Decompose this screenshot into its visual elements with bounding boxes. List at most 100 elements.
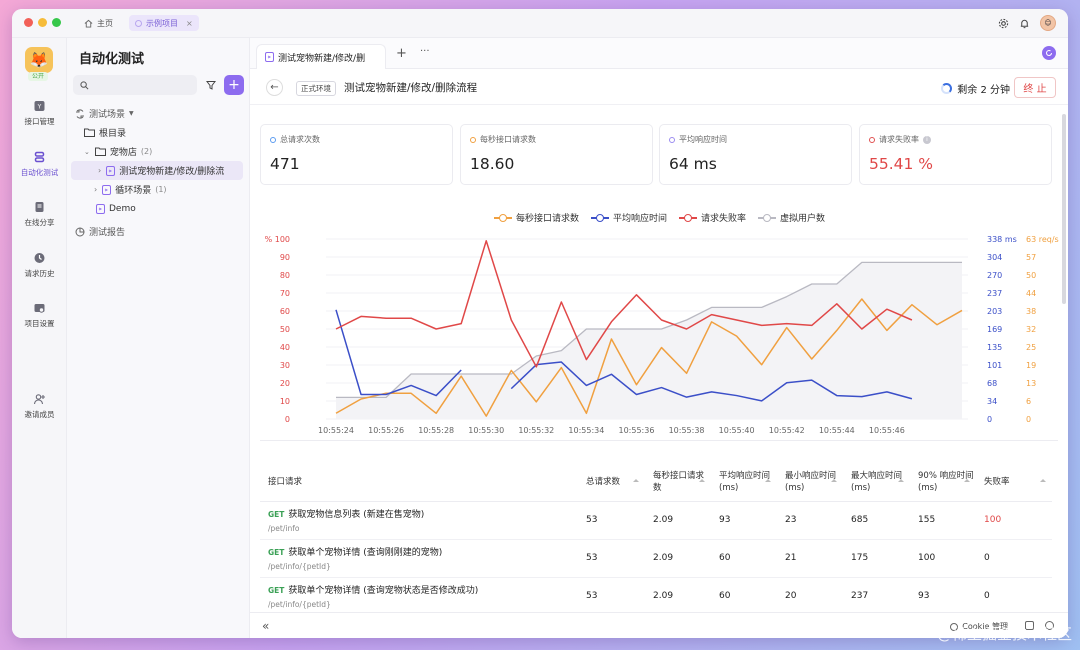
help-icon[interactable] <box>1045 621 1054 630</box>
project-tab-label: 示例项目 <box>146 18 178 28</box>
tab-scenario[interactable]: 测试宠物新建/修改/删 <box>256 44 386 69</box>
collapse-sidebar-icon[interactable]: « <box>262 619 270 633</box>
main-panel: 测试宠物新建/修改/删 + ··· ← 正式环境 测试宠物新建/修改/删除流程 … <box>250 38 1068 638</box>
refresh-icon[interactable] <box>1042 46 1056 60</box>
scenarios-icon <box>76 108 84 119</box>
nav-invite-members[interactable]: 邀请成员 <box>12 393 67 420</box>
tab-label: 测试宠物新建/修改/删 <box>278 53 366 64</box>
table-row[interactable]: GET 获取宠物信息列表 (新建在售宠物) /pet/info 53 2.09 93… <box>260 501 1052 540</box>
tree-folder-petstore[interactable]: ⌄ 宠物店 (2) <box>67 142 250 161</box>
cell-max: 237 <box>843 577 910 616</box>
back-arrow-icon[interactable]: ← <box>266 79 283 96</box>
project-icon <box>135 19 142 27</box>
series-line <box>335 240 913 368</box>
nav-project-settings[interactable]: 项目设置 <box>12 302 67 329</box>
chevron-right-icon: › <box>98 166 102 175</box>
item-label: 测试宠物新建/修改/删除流 <box>119 167 225 177</box>
tab-bar: 测试宠物新建/修改/删 + ··· <box>250 38 1068 69</box>
stop-button[interactable]: 终 止 <box>1014 77 1056 98</box>
legend-item[interactable]: 平均响应时间 <box>591 211 667 224</box>
x-axis-tick: 10:55:36 <box>619 426 655 435</box>
loading-spinner-icon <box>941 83 953 94</box>
scenario-tree-panel: 自动化测试 + 测试场景 ▼ 根目录 ⌄ 宠物店 (2) › 测试宠物新建/修改… <box>67 38 250 638</box>
x-axis-tick: 10:55:26 <box>368 426 404 435</box>
tree-root[interactable]: 根目录 <box>67 123 250 142</box>
stat-value: 55.41 % <box>869 155 934 173</box>
cell-avg: 60 <box>711 577 777 616</box>
nav-share[interactable]: 在线分享 <box>12 201 67 228</box>
ms-axis-tick: 270 <box>987 271 1002 280</box>
nav-history[interactable]: 请求历史 <box>12 252 67 279</box>
close-tab-icon[interactable]: × <box>186 18 193 28</box>
ms-axis-tick: 34 <box>987 397 997 406</box>
stat-value: 64 ms <box>669 155 717 173</box>
maximize-window-button[interactable] <box>52 18 61 27</box>
tree-item-loop-scenario[interactable]: › 循环场景 (1) <box>67 180 250 199</box>
search-input[interactable] <box>73 75 197 95</box>
scenario-file-icon <box>102 184 112 195</box>
cell-fail: 0 <box>976 539 1052 578</box>
legend-item[interactable]: 每秒接口请求数 <box>494 211 579 224</box>
caret-down-icon: ▼ <box>129 110 134 117</box>
add-button[interactable]: + <box>224 75 244 95</box>
col-min[interactable]: 最小响应时间(ms) <box>777 463 843 502</box>
history-icon <box>34 253 45 263</box>
req-axis-tick: 19 <box>1026 361 1036 370</box>
cell-max: 175 <box>843 539 910 578</box>
close-window-button[interactable] <box>24 18 33 27</box>
col-avg[interactable]: 平均响应时间(ms) <box>711 463 777 502</box>
minimize-window-button[interactable] <box>38 18 47 27</box>
cookie-manager-button[interactable]: Cookie 管理 <box>950 621 1008 632</box>
left-axis-tick: 0 <box>285 415 290 424</box>
filter-button[interactable] <box>201 75 220 95</box>
home-tab-label: 主页 <box>97 18 113 28</box>
col-p90[interactable]: 90% 响应时间(ms) <box>910 463 976 502</box>
left-axis-tick: 50 <box>280 325 290 334</box>
stat-card-rps: 每秒接口请求数 18.60 <box>460 124 653 185</box>
more-tabs-button[interactable]: ··· <box>420 46 430 57</box>
scenario-file-icon <box>265 52 274 62</box>
x-axis-tick: 10:55:34 <box>568 426 604 435</box>
api-stats-table: 接口请求 总请求数 每秒接口请求数 平均响应时间(ms) 最小响应时间(ms) … <box>260 463 1052 616</box>
col-fail[interactable]: 失败率 <box>976 463 1052 502</box>
table-row[interactable]: GET 获取单个宠物详情 (查询宠物状态是否修改成功) /pet/info/{pet… <box>260 577 1052 616</box>
tree-reports[interactable]: 测试报告 <box>67 222 250 241</box>
home-tab[interactable]: 主页 <box>78 15 119 31</box>
tree-scenarios-header[interactable]: 测试场景 ▼ <box>67 104 250 123</box>
info-icon[interactable]: i <box>923 135 931 144</box>
x-axis-tick: 10:55:38 <box>669 426 705 435</box>
project-tab[interactable]: 示例项目 × <box>129 15 199 31</box>
cell-p90: 93 <box>910 577 976 616</box>
method-badge: GET <box>268 510 285 519</box>
x-axis-tick: 10:55:30 <box>468 426 504 435</box>
nav-automation[interactable]: 自动化测试 <box>12 151 67 178</box>
tree-item-demo[interactable]: Demo <box>67 199 250 218</box>
legend-item[interactable]: 请求失败率 <box>679 211 746 224</box>
bell-icon[interactable] <box>1019 18 1030 29</box>
nav-api-management[interactable]: Y 接口管理 <box>12 100 67 127</box>
sync-icon[interactable] <box>1025 621 1034 630</box>
col-rps[interactable]: 每秒接口请求数 <box>645 463 711 502</box>
cookie-label: Cookie 管理 <box>962 622 1008 631</box>
project-logo[interactable]: 🦊 <box>25 47 53 73</box>
add-tab-button[interactable]: + <box>396 46 407 61</box>
share-icon <box>35 202 44 212</box>
req-axis-tick: 44 <box>1026 289 1036 298</box>
filter-icon <box>205 81 216 90</box>
stat-value: 471 <box>270 155 300 173</box>
legend-item[interactable]: 虚拟用户数 <box>758 211 825 224</box>
col-total[interactable]: 总请求数 <box>578 463 645 502</box>
cell-avg: 93 <box>711 501 777 540</box>
gear-icon[interactable] <box>998 18 1009 29</box>
table-row[interactable]: GET 获取单个宠物详情 (查询刚刚建的宠物)/pet/info/{petId} … <box>260 539 1052 578</box>
tree-item-selected-scenario[interactable]: › 测试宠物新建/修改/删除流 <box>71 161 243 180</box>
api-name: 获取单个宠物详情 (查询宠物状态是否修改成功) <box>288 586 479 596</box>
left-axis-tick: 40 <box>280 343 290 352</box>
automation-icon <box>34 151 45 163</box>
user-avatar[interactable]: ☺ <box>1040 15 1056 31</box>
root-label: 根目录 <box>99 129 127 139</box>
legend-label: 请求失败率 <box>701 214 747 224</box>
col-max[interactable]: 最大响应时间(ms) <box>843 463 910 502</box>
vertical-scrollbar[interactable] <box>1062 114 1066 304</box>
